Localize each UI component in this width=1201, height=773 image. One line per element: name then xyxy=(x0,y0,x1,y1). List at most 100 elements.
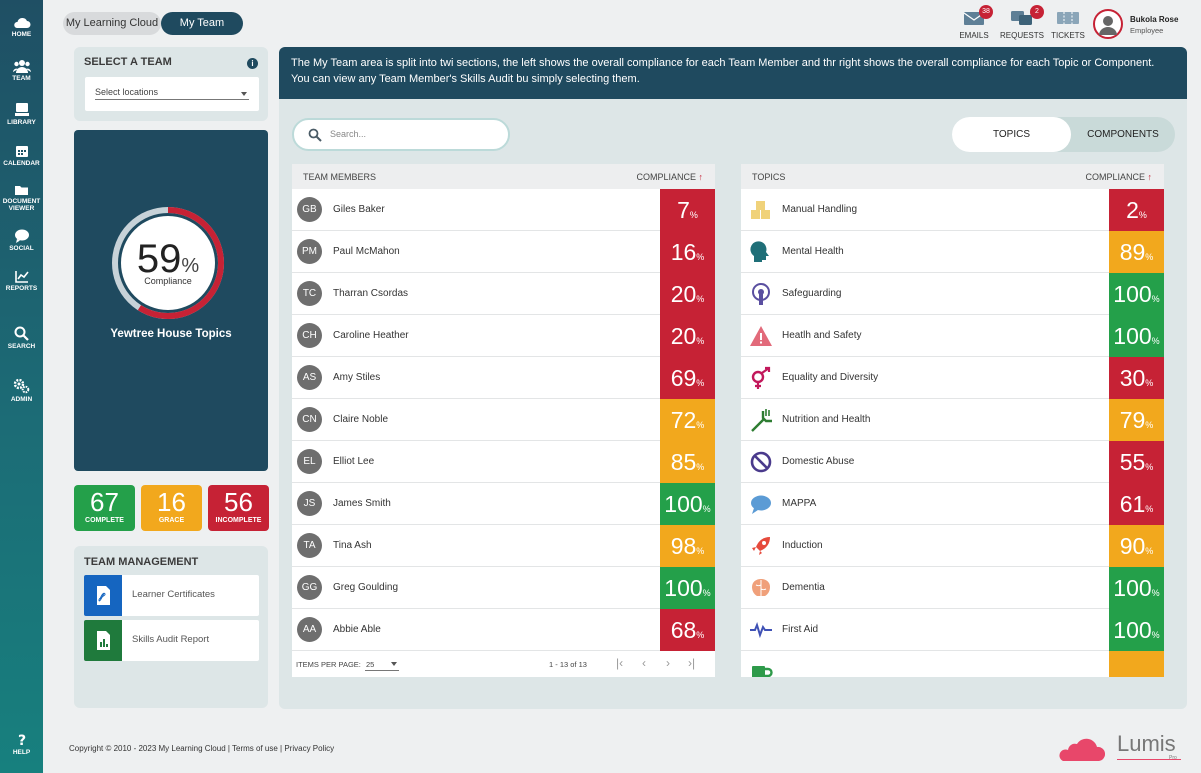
topic-row[interactable]: Equality and Diversity 30% xyxy=(741,357,1164,399)
prev-page-icon[interactable]: ‹ xyxy=(642,656,646,670)
team-members-table: TEAM MEMBERS COMPLIANCE ↑ GB Giles Baker 7… xyxy=(292,164,715,677)
team-member-row[interactable]: CH Caroline Heather 20% xyxy=(292,315,715,357)
nav-document-label: DOCUMENT xyxy=(2,198,41,205)
topic-name: Mental Health xyxy=(782,246,844,257)
skills-audit-report-label: Skills Audit Report xyxy=(132,634,210,645)
learner-certificates-link[interactable]: Learner Certificates xyxy=(84,575,259,616)
select-team-title: SELECT A TEAM xyxy=(84,56,172,68)
topics-col-compliance[interactable]: COMPLIANCE ↑ xyxy=(1085,172,1152,182)
stat-grace-value: 16 xyxy=(157,487,186,517)
user-role: Employee xyxy=(1130,26,1164,35)
topic-row[interactable]: Nutrition and Health 79% xyxy=(741,399,1164,441)
search-icon xyxy=(308,128,322,142)
member-initials-avatar: TC xyxy=(297,281,322,306)
location-select[interactable]: Select locations xyxy=(85,77,259,111)
search-input[interactable]: Search... xyxy=(292,118,510,151)
heartbeat-icon xyxy=(750,621,772,639)
topic-name: First Aid xyxy=(782,624,819,635)
member-initials-avatar: EL xyxy=(297,449,322,474)
topic-row[interactable]: Dementia 100% xyxy=(741,567,1164,609)
library-icon xyxy=(14,103,29,116)
compliance-ring-center xyxy=(121,216,215,310)
member-name: Giles Baker xyxy=(333,204,385,215)
nav-library-label: LIBRARY xyxy=(7,119,36,126)
compliance-sort-label: COMPLIANCE xyxy=(636,172,696,182)
tab-my-team[interactable]: My Team xyxy=(161,12,243,35)
requests-button[interactable]: 2 REQUESTS xyxy=(997,5,1047,40)
stat-grace-label: GRACE xyxy=(158,517,185,524)
percent-sign: % xyxy=(689,210,698,220)
topic-row[interactable]: MAPPA 61% xyxy=(741,483,1164,525)
info-icon[interactable]: i xyxy=(247,58,258,69)
nav-social[interactable]: SOCIAL xyxy=(0,229,43,252)
items-per-page-select[interactable]: 25 xyxy=(365,656,399,671)
team-member-row[interactable]: CN Claire Noble 72% xyxy=(292,399,715,441)
team-member-row[interactable]: GG Greg Goulding 100% xyxy=(292,567,715,609)
nav-document-viewer[interactable]: DOCUMENT VIEWER xyxy=(0,184,43,212)
tickets-label: TICKETS xyxy=(1051,31,1085,40)
team-member-row[interactable]: GB Giles Baker 7% xyxy=(292,189,715,231)
topic-name: Dementia xyxy=(782,582,825,593)
first-page-icon[interactable]: |‹ xyxy=(616,656,624,670)
topic-score-value: 100 xyxy=(1113,323,1152,349)
nav-help[interactable]: ? HELP xyxy=(0,733,43,756)
nav-library[interactable]: LIBRARY xyxy=(0,102,43,126)
toggle-topics[interactable]: TOPICS xyxy=(952,117,1071,152)
percent-sign: % xyxy=(1151,588,1160,598)
topic-row[interactable]: Mental Health 89% xyxy=(741,231,1164,273)
team-member-row[interactable]: EL Elliot Lee 85% xyxy=(292,441,715,483)
team-member-row[interactable]: JS James Smith 100% xyxy=(292,483,715,525)
gears-icon xyxy=(13,378,30,394)
member-compliance-score: 72% xyxy=(660,399,715,441)
team-member-row[interactable]: AS Amy Stiles 69% xyxy=(292,357,715,399)
team-member-row[interactable]: TA Tina Ash 98% xyxy=(292,525,715,567)
percent-sign: % xyxy=(696,420,705,430)
nav-reports[interactable]: REPORTS xyxy=(0,270,43,292)
topic-row[interactable]: Heatlh and Safety 100% xyxy=(741,315,1164,357)
topic-row[interactable]: Induction 90% xyxy=(741,525,1164,567)
skills-audit-report-link[interactable]: Skills Audit Report xyxy=(84,620,259,661)
nav-home[interactable]: HOME xyxy=(0,17,43,38)
search-icon xyxy=(14,326,29,341)
team-member-row[interactable]: PM Paul McMahon 16% xyxy=(292,231,715,273)
member-name: Tina Ash xyxy=(333,540,372,551)
prohibited-icon xyxy=(750,451,772,473)
ticket-icon xyxy=(1057,12,1079,24)
topic-score-value: 89 xyxy=(1119,239,1146,265)
member-score-value: 7 xyxy=(677,197,690,223)
team-members-col-compliance[interactable]: COMPLIANCE ↑ xyxy=(636,172,703,182)
team-member-row[interactable]: AA Abbie Able 68% xyxy=(292,609,715,651)
nav-team-label: TEAM xyxy=(12,75,31,82)
member-name: Amy Stiles xyxy=(333,372,381,383)
warning-icon xyxy=(750,326,772,346)
topic-score-value: 61 xyxy=(1119,491,1146,517)
team-member-row[interactable]: TC Tharran Csordas 20% xyxy=(292,273,715,315)
topic-row[interactable]: First Aid 100% xyxy=(741,609,1164,651)
last-page-icon[interactable]: ›| xyxy=(688,656,696,670)
nav-search[interactable]: SEARCH xyxy=(0,326,43,350)
nav-team[interactable]: TEAM xyxy=(0,59,43,82)
toggle-components[interactable]: COMPONENTS xyxy=(1087,129,1159,140)
next-page-icon[interactable]: › xyxy=(666,656,670,670)
tickets-button[interactable]: TICKETS xyxy=(1043,10,1093,40)
user-name: Bukola Rose xyxy=(1130,15,1179,24)
percent-sign: % xyxy=(1145,420,1154,430)
team-name: Yewtree House Topics xyxy=(110,328,232,340)
member-initials-avatar: JS xyxy=(297,491,322,516)
topic-row[interactable] xyxy=(741,651,1164,677)
user-menu[interactable]: Bukola Rose Employee xyxy=(1093,9,1193,41)
svg-text:?: ? xyxy=(17,733,25,747)
topic-row[interactable]: Safeguarding 100% xyxy=(741,273,1164,315)
nav-admin-label: ADMIN xyxy=(10,396,33,403)
compliance-value: 59% xyxy=(118,237,218,281)
topic-row[interactable]: Domestic Abuse 55% xyxy=(741,441,1164,483)
nav-calendar[interactable]: CALENDAR xyxy=(0,144,43,167)
tab-my-learning-cloud[interactable]: My Learning Cloud xyxy=(63,12,161,35)
emails-button[interactable]: 38 EMAILS xyxy=(949,5,999,40)
items-per-page-value: 25 xyxy=(366,660,375,669)
nav-admin[interactable]: ADMIN xyxy=(0,378,43,403)
stat-complete-value: 67 xyxy=(90,487,119,517)
topic-row[interactable]: Manual Handling 2% xyxy=(741,189,1164,231)
topic-name: Equality and Diversity xyxy=(782,372,879,383)
requests-icon xyxy=(1011,11,1032,25)
